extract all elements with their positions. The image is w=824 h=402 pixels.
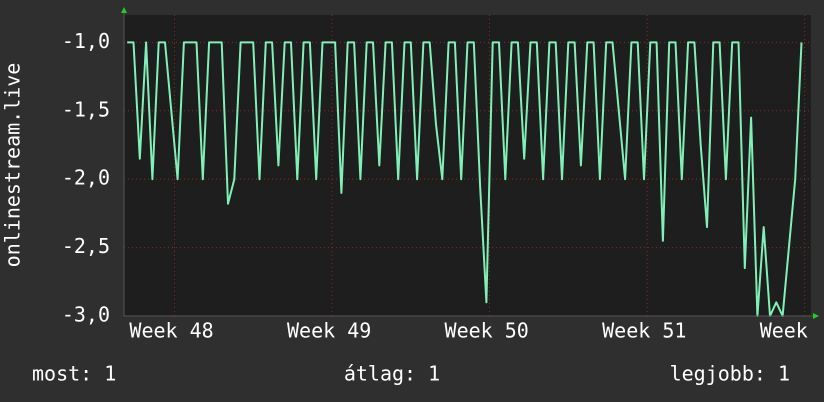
stat-label: legjobb: 1	[670, 362, 790, 386]
y-axis-label: onlinestream.live	[1, 63, 25, 268]
x-axis-arrow	[813, 313, 819, 319]
data-line	[127, 41, 803, 317]
stat-label: átlag: 1	[344, 362, 440, 386]
y-tick-label: -1,5	[62, 97, 110, 121]
x-tick-label: Week 50	[445, 319, 529, 343]
x-tick-label: Week 51	[602, 319, 686, 343]
y-tick-label: -1,0	[62, 29, 110, 53]
y-tick-label: -2,0	[62, 166, 110, 190]
x-tick-label: Week	[760, 319, 808, 343]
y-tick-label: -2,5	[62, 234, 110, 258]
stat-label: most: 1	[32, 362, 116, 386]
y-axis-arrow	[121, 7, 127, 13]
x-tick-label: Week 48	[129, 319, 213, 343]
y-tick-label: -3,0	[62, 303, 110, 327]
x-tick-label: Week 49	[287, 319, 371, 343]
